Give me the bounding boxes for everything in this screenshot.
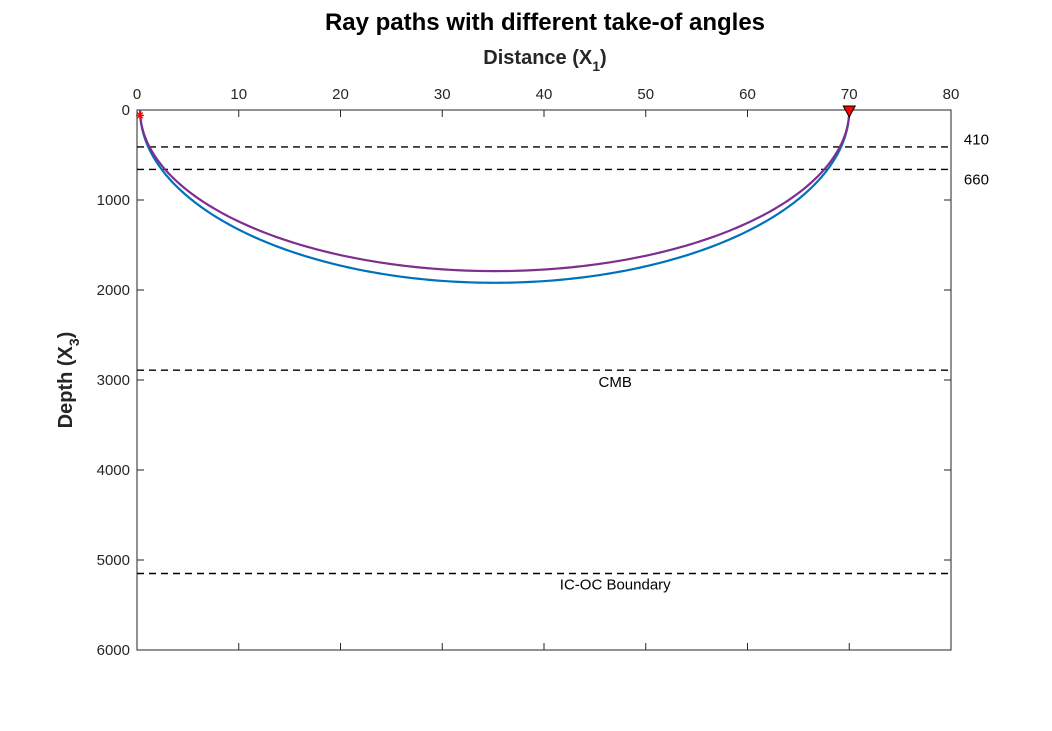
x-tick-label: 10 xyxy=(230,86,247,103)
x-tick-label: 40 xyxy=(536,86,553,103)
boundary-label: 660 xyxy=(964,171,989,188)
boundary-label: IC-OC Boundary xyxy=(560,576,671,593)
plot-area: 0 10 20 30 40 50 60 70 80 0 1000 2000 3000 4000 5000 60… xyxy=(97,86,989,659)
x-tick-label: 80 xyxy=(943,86,960,103)
y-tick-label: 4000 xyxy=(97,462,130,479)
x-axis-label: Distance (X1) xyxy=(483,47,606,74)
x-tick-label: 50 xyxy=(637,86,654,103)
y-tick-label: 0 xyxy=(122,102,130,119)
boundary-label: CMB xyxy=(599,374,632,391)
x-tick-label: 70 xyxy=(841,86,858,103)
x-tick-label: 0 xyxy=(133,86,141,103)
chart-title: Ray paths with different take-of angles xyxy=(325,9,765,36)
ray-path-line xyxy=(138,109,851,273)
ray-path-line xyxy=(138,109,851,284)
x-tick-label: 30 xyxy=(434,86,451,103)
y-tick-label: 1000 xyxy=(97,192,130,209)
y-tick-label: 6000 xyxy=(97,642,130,659)
y-tick-label: 5000 xyxy=(97,552,130,569)
y-axis-label: Depth (X3) xyxy=(55,332,82,429)
boundary-label: 410 xyxy=(964,132,989,149)
x-tick-label: 20 xyxy=(332,86,349,103)
y-tick-label: 2000 xyxy=(97,282,130,299)
receiver-marker xyxy=(842,105,857,119)
x-tick-label: 60 xyxy=(739,86,756,103)
source-marker xyxy=(136,111,145,120)
y-tick-label: 3000 xyxy=(97,372,130,389)
plot-frame xyxy=(136,109,952,651)
